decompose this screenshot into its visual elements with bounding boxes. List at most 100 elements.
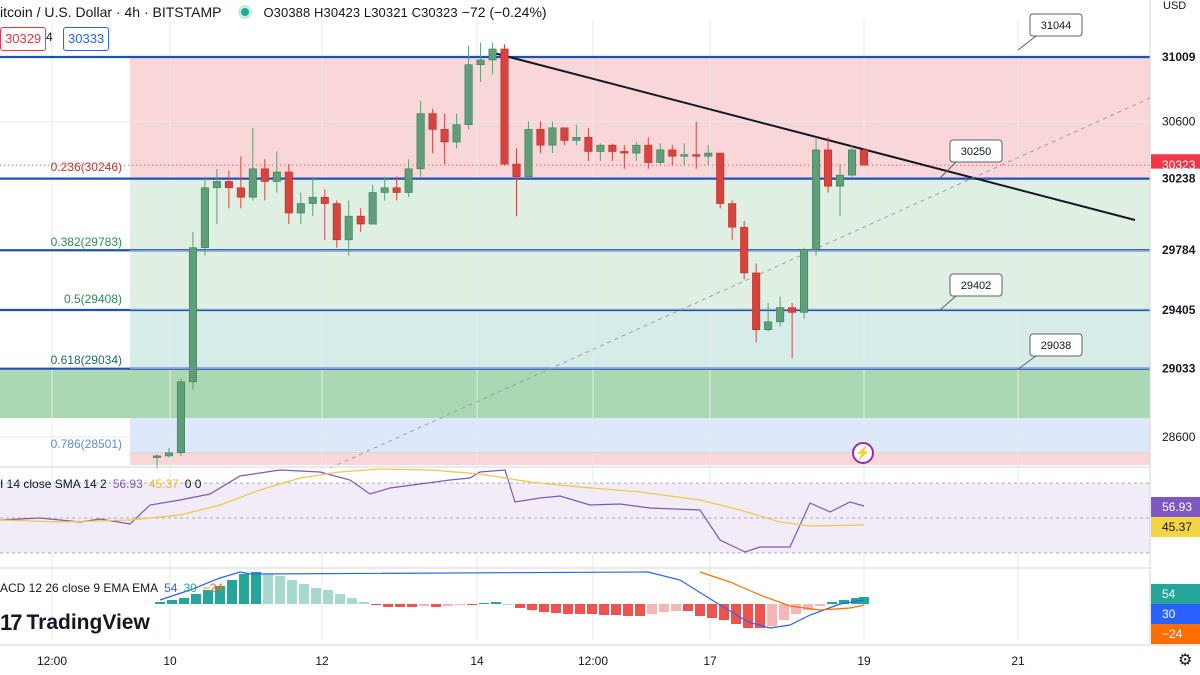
- price-change: −72 (−0.24%): [461, 4, 547, 20]
- candle-body-35: [572, 136, 581, 141]
- macd-hist-bar-4: [203, 590, 213, 604]
- candle-body-48: [728, 203, 737, 228]
- macd-hist-bar-9: [263, 574, 273, 604]
- callout-text-2: 29402: [961, 280, 992, 292]
- candle-body-27: [476, 59, 485, 66]
- sell-price-button[interactable]: 30329: [0, 27, 47, 51]
- candle-body-7: [236, 187, 245, 198]
- macd-hist-bar-48: [731, 604, 741, 624]
- rsi-sma-line: [0, 468, 865, 527]
- time-tick-3: 14: [470, 654, 484, 668]
- macd-hist-bar-21: [407, 604, 417, 607]
- rsi-extra: 0 0: [184, 477, 202, 491]
- candle-body-12: [296, 203, 305, 214]
- lightning-icon[interactable]: ⚡: [852, 442, 874, 464]
- candle-body-14: [320, 196, 329, 204]
- buy-price-button[interactable]: 30333: [63, 27, 110, 51]
- time-tick-0: 12:00: [37, 654, 67, 668]
- price-tick-5: 29405: [1162, 303, 1196, 317]
- candle-body-20: [392, 187, 401, 193]
- macd-hist-bar-45: [695, 604, 705, 616]
- macd-hist-bar-34: [563, 604, 573, 614]
- macd-hist-bar-18: [371, 604, 381, 605]
- macd-hist-bar-46: [707, 604, 717, 618]
- macd-hist-bar-0: [155, 602, 165, 604]
- macd-axis-value: 54: [1162, 587, 1176, 601]
- candle-body-34: [560, 127, 569, 141]
- macd-hist-bar-35: [575, 604, 585, 614]
- macd-line-tag: [1151, 604, 1200, 624]
- callout-box-2: [949, 273, 1003, 297]
- candle-body-5: [212, 181, 221, 189]
- candle-body-43: [668, 149, 677, 157]
- candle-body-26: [464, 64, 473, 125]
- rsi-title: I 14 close SMA 14 2: [0, 477, 107, 491]
- macd-hist-bar-6: [227, 580, 237, 604]
- macd-axis-signal: 30: [1162, 607, 1176, 621]
- zone-teal: [130, 309, 1150, 369]
- macd-line: [159, 571, 865, 629]
- candle-body-21: [404, 168, 413, 193]
- macd-hist-bar-5: [215, 586, 225, 604]
- macd-hist-bar-41: [647, 604, 657, 614]
- zone-bottom: [130, 452, 1150, 465]
- macd-hist-bar-24: [443, 604, 453, 606]
- candle-body-52: [776, 307, 785, 323]
- macd-hist-value: −24: [202, 581, 224, 595]
- macd-hist-bar-31: [527, 604, 537, 610]
- spread-value: 4: [46, 30, 53, 44]
- candle-body-18: [368, 192, 377, 225]
- trendlines-layer: [329, 51, 1151, 469]
- price-tick-0: 31009: [1162, 50, 1196, 64]
- callout-text-1: 30250: [961, 146, 992, 158]
- symbol-title[interactable]: itcoin / U.S. Dollar · 4h · BITSTAMP: [0, 4, 222, 20]
- candle-body-19: [380, 187, 389, 193]
- macd-hist-bar-22: [419, 604, 429, 606]
- macd-hist-bar-32: [539, 604, 549, 612]
- callout-pointer-3: [1017, 355, 1037, 370]
- macd-hist-bar-26: [467, 604, 477, 605]
- macd-pane: [0, 567, 1200, 629]
- macd-hist-bar-55: [815, 604, 825, 606]
- callout-box-1: [949, 139, 1003, 163]
- rsi-band: [0, 483, 1150, 553]
- macd-hist-bar-33: [551, 604, 561, 613]
- rsi-sma-value: 45.37: [148, 477, 179, 491]
- price-tick-4: 29784: [1162, 243, 1196, 257]
- candle-body-6: [224, 181, 233, 189]
- macd-hist-bar-49: [743, 604, 753, 628]
- candle-body-41: [644, 144, 653, 163]
- macd-hist-bar-28: [491, 602, 501, 604]
- price-tag-bg-5: [1151, 300, 1200, 321]
- tradingview-logo-text: TradingView: [26, 611, 150, 634]
- macd-hist-bar-3: [191, 594, 201, 604]
- candles-layer: [152, 42, 869, 469]
- candle-body-44: [680, 154, 689, 157]
- macd-hist-bar-30: [515, 604, 525, 608]
- candle-body-24: [440, 129, 449, 143]
- macd-legend[interactable]: ACD 12 26 close 9 EMA EMA 54 30 −24: [0, 581, 223, 595]
- currency-label[interactable]: USD: [1163, 0, 1187, 12]
- candle-body-53: [788, 307, 797, 313]
- macd-hist-bar-13: [311, 588, 321, 604]
- macd-signal-value: 30: [183, 581, 197, 595]
- candle-body-30: [512, 163, 521, 178]
- fib-labels-layer: 0.236(30246) 0.382(29783) 0.5(29408) 0.618(…: [51, 160, 122, 451]
- macd-hist-bar-15: [335, 594, 345, 604]
- candle-body-31: [524, 129, 533, 178]
- macd-signal-tag: [1151, 624, 1200, 644]
- callout-box-0: [1029, 13, 1083, 37]
- macd-hist-bar-11: [287, 580, 297, 604]
- macd-hist-bar-27: [479, 603, 489, 604]
- macd-hist-bar-43: [671, 604, 681, 611]
- macd-hist-bar-14: [323, 590, 333, 604]
- gear-icon[interactable]: ⚙: [1178, 652, 1193, 669]
- rsi-legend[interactable]: I 14 close SMA 14 2 56.93 45.37 0 0: [0, 477, 201, 491]
- macd-hist-bar-10: [275, 576, 285, 604]
- macd-hist-bar-7: [239, 574, 249, 604]
- macd-hist-bar-16: [347, 598, 357, 604]
- candle-body-51: [764, 321, 773, 331]
- price-axis-bg: [1150, 0, 1200, 675]
